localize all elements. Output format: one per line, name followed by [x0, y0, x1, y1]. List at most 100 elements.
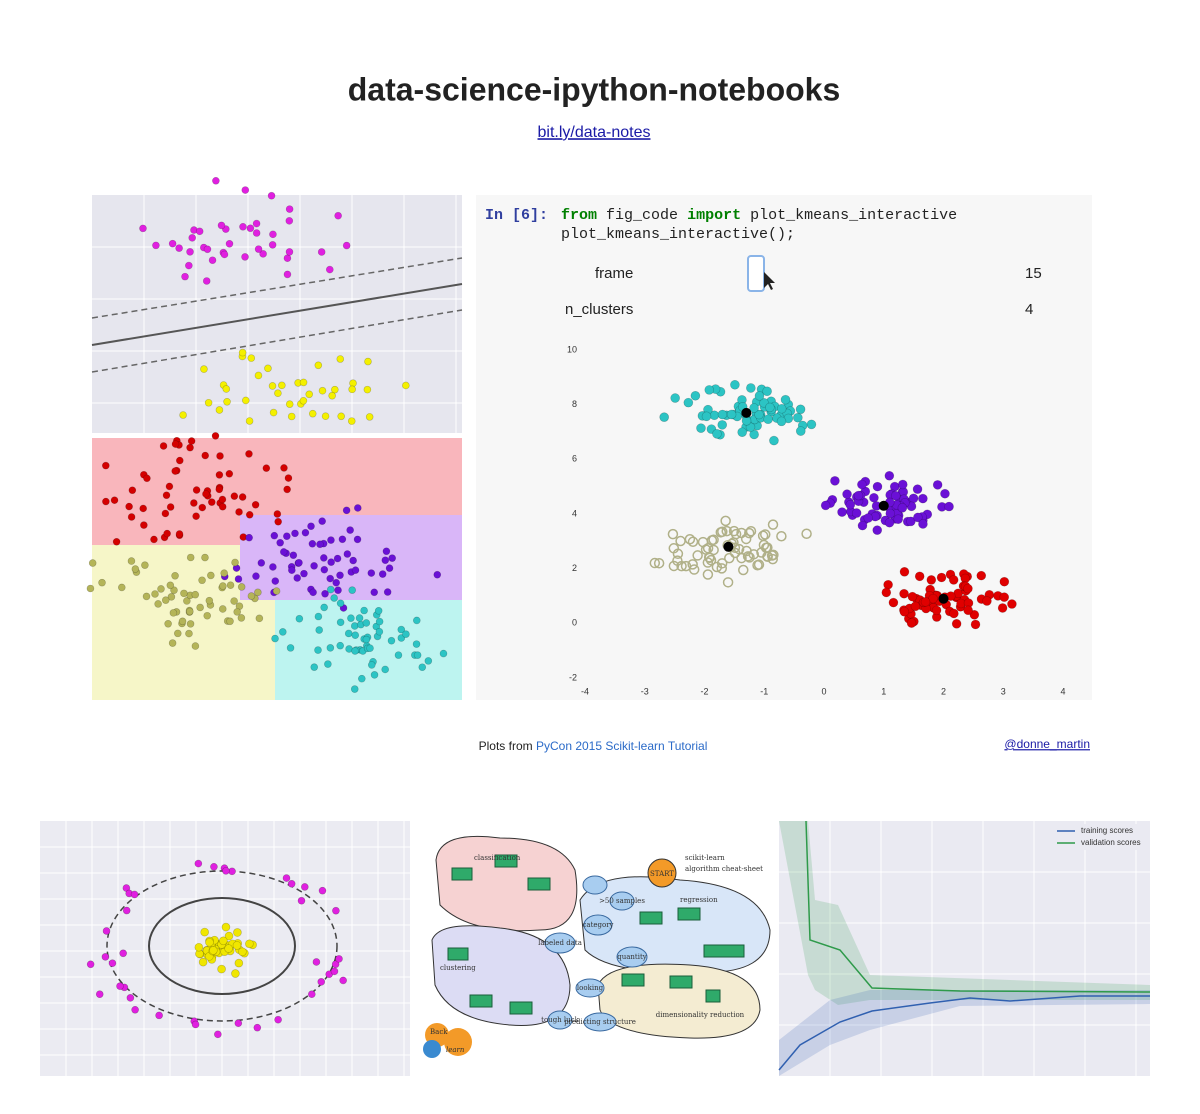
- point: [907, 591, 918, 602]
- point: [271, 634, 279, 643]
- point: [241, 253, 249, 261]
- point: [186, 443, 194, 452]
- point: [332, 578, 341, 587]
- point: [314, 361, 323, 370]
- point: [780, 394, 791, 405]
- x-tick-label: 1: [881, 686, 886, 696]
- margin-line: [91, 257, 463, 319]
- y-tick-label: 8: [572, 399, 577, 409]
- point: [708, 544, 719, 556]
- point: [202, 277, 211, 285]
- point: [349, 556, 357, 565]
- x-tick-label: 4: [1060, 686, 1065, 696]
- slider-thumb[interactable]: [747, 255, 765, 292]
- point: [706, 535, 718, 546]
- link[interactable]: bit.ly/data-notes: [538, 124, 651, 141]
- point: [312, 958, 321, 966]
- point: [897, 503, 908, 513]
- point: [762, 551, 773, 562]
- point: [888, 597, 899, 608]
- point: [336, 355, 345, 363]
- point: [820, 500, 831, 511]
- point: [375, 617, 384, 626]
- point: [308, 539, 317, 548]
- y-tick-label: 10: [567, 344, 577, 354]
- point: [305, 390, 314, 399]
- point: [215, 406, 224, 414]
- point: [125, 502, 133, 511]
- point: [234, 958, 244, 968]
- point: [672, 548, 684, 560]
- point: [412, 640, 421, 648]
- point: [287, 879, 296, 888]
- point: [207, 571, 215, 580]
- point: [279, 628, 287, 636]
- point: [218, 605, 227, 613]
- link[interactable]: PyCon 2015 Scikit-learn Tutorial: [536, 739, 707, 753]
- point: [745, 525, 757, 537]
- logo-shape: [444, 1028, 472, 1056]
- point: [273, 510, 282, 518]
- point: [186, 248, 194, 256]
- point: [337, 412, 345, 421]
- point: [239, 223, 247, 231]
- node-label: looking: [577, 984, 604, 992]
- point: [795, 404, 806, 415]
- box: [703, 944, 745, 958]
- point: [126, 994, 135, 1002]
- point: [914, 571, 925, 582]
- point: [711, 561, 723, 573]
- point: [375, 627, 384, 636]
- point: [185, 261, 193, 270]
- point: [330, 594, 338, 602]
- keyword: import: [687, 207, 741, 224]
- point: [767, 553, 779, 565]
- point: [198, 503, 207, 512]
- node-label: predicting structure: [564, 1018, 636, 1026]
- point: [702, 557, 714, 568]
- point: [721, 525, 732, 537]
- point: [297, 896, 306, 905]
- point: [198, 576, 206, 585]
- point: [342, 241, 351, 250]
- point: [362, 619, 371, 627]
- point: [318, 517, 326, 525]
- point: [857, 479, 867, 490]
- point: [141, 561, 149, 569]
- point: [235, 508, 243, 516]
- point: [231, 969, 240, 978]
- point: [253, 1023, 262, 1032]
- point: [218, 502, 227, 511]
- point: [215, 485, 224, 494]
- point: [179, 411, 187, 419]
- point: [326, 585, 335, 594]
- point: [117, 583, 126, 592]
- centroid: [938, 593, 949, 604]
- point: [358, 674, 366, 683]
- author-link[interactable]: @donne_martin: [1004, 737, 1090, 751]
- point: [370, 671, 379, 679]
- point: [274, 1015, 282, 1024]
- point: [704, 385, 715, 395]
- point: [687, 536, 699, 548]
- point: [299, 378, 308, 387]
- point: [192, 512, 200, 520]
- point: [997, 603, 1008, 613]
- point: [299, 396, 308, 405]
- point: [185, 607, 194, 616]
- point: [194, 859, 203, 868]
- point: [171, 571, 179, 580]
- point: [207, 498, 216, 506]
- point: [191, 642, 200, 650]
- widget-value: 4: [1025, 301, 1033, 318]
- point: [912, 484, 923, 494]
- point: [310, 663, 319, 671]
- start-label: START: [650, 870, 674, 878]
- x-tick-label: 2: [941, 686, 946, 696]
- point: [131, 1005, 139, 1014]
- point: [381, 556, 390, 565]
- point: [269, 408, 278, 417]
- point: [885, 508, 896, 519]
- point: [247, 354, 256, 362]
